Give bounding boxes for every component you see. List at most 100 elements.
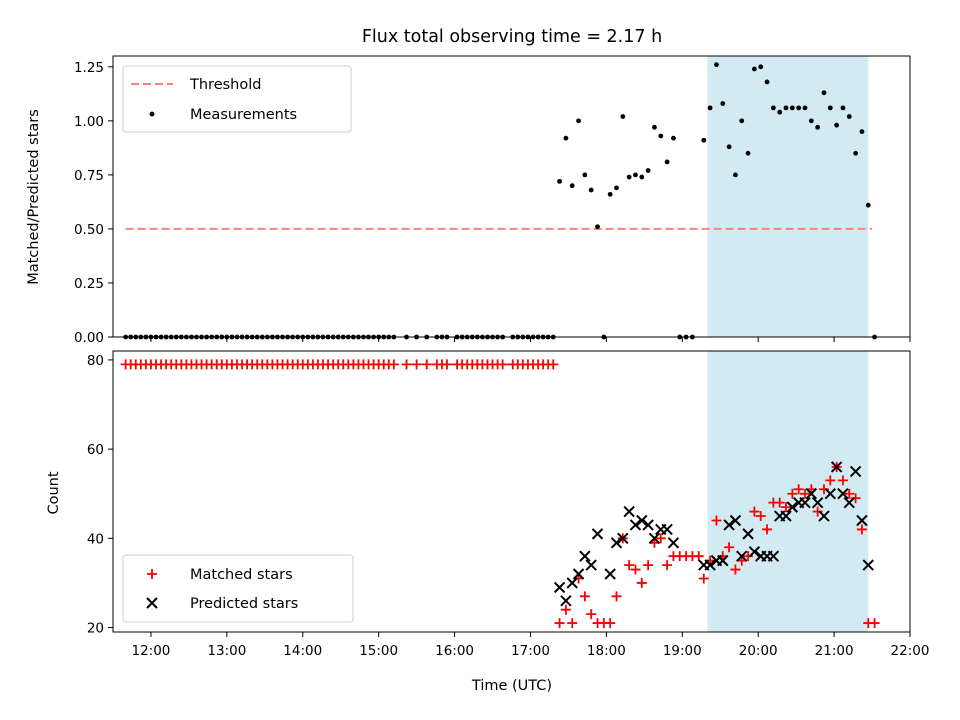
matched-star-point (869, 618, 880, 629)
matched-star-point (624, 560, 635, 571)
predicted-star-point (636, 514, 648, 527)
predicted-star-point (566, 577, 578, 589)
matched-star-point (567, 618, 578, 629)
predicted-star-point (811, 496, 824, 509)
predicted-star-point (572, 568, 585, 580)
x-tick-label: 17:00 (511, 643, 550, 659)
top-highlight-span (707, 56, 869, 337)
measurement-point (588, 187, 594, 193)
predicted-star-point (799, 496, 811, 509)
measurement-point (645, 168, 651, 173)
measurement-point (770, 105, 776, 111)
predicted-star-point (610, 537, 623, 549)
measurement-point (652, 124, 657, 130)
measurement-point (607, 191, 613, 197)
matched-star-point (812, 506, 823, 517)
measurement-point (802, 105, 808, 111)
predicted-star-point (661, 523, 673, 536)
measurement-point (777, 109, 783, 115)
predicted-star-point (591, 528, 604, 540)
predicted-legend-label: Predicted stars (190, 596, 298, 612)
measurement-point (557, 178, 562, 184)
matched-star-point (730, 564, 741, 575)
predicted-star-point (805, 488, 818, 500)
matched-star-point (554, 618, 565, 629)
measurement-point (664, 159, 670, 165)
predicted-star-point (843, 496, 855, 509)
x-tick-label: 21:00 (815, 643, 854, 659)
matched-star-point (548, 359, 559, 370)
measurement-point (758, 64, 764, 70)
matched-star-point (636, 577, 647, 588)
matched-star-point (441, 359, 452, 370)
matched-star-point (787, 488, 798, 499)
matched-star-point (605, 618, 616, 629)
measurement-point (846, 114, 852, 119)
measurement-legend-swatch (149, 111, 155, 117)
top-y-tick-label: 0.50 (74, 222, 104, 238)
matched-star-point (825, 475, 836, 486)
measurement-point (582, 172, 588, 178)
x-tick-label: 18:00 (587, 643, 626, 659)
predicted-star-point (767, 550, 780, 562)
predicted-star-point (830, 461, 843, 473)
x-tick-label: 12:00 (131, 643, 170, 659)
measurement-point (620, 114, 626, 119)
predicted-star-point (604, 568, 616, 580)
figure-title: Flux total observing time = 2.17 h (362, 27, 662, 47)
matched-legend-swatch (147, 569, 157, 579)
bottom-y-tick-label: 40 (87, 531, 104, 547)
matched-star-point (698, 573, 709, 584)
measurement-point (834, 122, 840, 128)
predicted-star-point (560, 595, 572, 607)
bottom-axes-frame (112, 350, 911, 633)
matched-star-point (799, 488, 810, 499)
matched-star-point (850, 493, 861, 504)
predicted-legend-swatch (146, 597, 158, 609)
predicted-star-point (629, 519, 642, 531)
x-tick-label: 13:00 (207, 643, 246, 659)
bottom-y-tick-label: 80 (87, 353, 104, 369)
measurement-point (569, 183, 575, 189)
predicted-star-point (648, 532, 661, 545)
measurement-point (865, 202, 871, 208)
top-y-axis-label: Matched/Predicted stars (26, 109, 42, 285)
predicted-star-point (856, 514, 868, 527)
matched-star-point (579, 591, 590, 602)
measurement-point (808, 118, 814, 124)
measurement-point (751, 66, 757, 72)
matched-star-point (662, 560, 673, 571)
matched-star-point (401, 359, 412, 370)
measurement-point (633, 172, 638, 178)
predicted-star-point (837, 488, 849, 500)
matched-star-point (781, 502, 792, 513)
measurement-point (726, 144, 732, 150)
top-y-tick-label: 1.25 (74, 60, 104, 76)
matched-star-point (560, 604, 571, 615)
matched-star-point (421, 359, 432, 370)
top-plot-panel: 0.00 0.25 0.50 0.75 1.00 1.25 Threshold Measure… (74, 55, 911, 346)
measurement-point (639, 174, 645, 180)
matched-star-point (837, 475, 848, 486)
matched-star-point (856, 524, 867, 535)
x-tick-label: 22:00 (891, 643, 930, 659)
matched-star-point (749, 506, 760, 517)
matched-star-point (724, 542, 735, 553)
measurement-point (745, 150, 751, 156)
matched-star-point (388, 359, 399, 370)
measurement-point (827, 105, 833, 111)
measurement-point (739, 118, 745, 124)
bottom-legend: Matched stars Predicted stars (122, 554, 354, 623)
measurement-point (714, 62, 719, 68)
predicted-star-point (862, 559, 874, 571)
x-tick-label: 15:00 (359, 643, 398, 659)
predicted-star-point (579, 550, 591, 562)
measurement-point (789, 105, 795, 111)
measurement-point (733, 172, 738, 178)
bottom-y-tick-label: 60 (87, 442, 104, 458)
top-legend-box (122, 65, 352, 133)
matched-star-point (611, 591, 622, 602)
predicted-star-point (585, 559, 597, 571)
predicted-star-point (742, 528, 754, 540)
